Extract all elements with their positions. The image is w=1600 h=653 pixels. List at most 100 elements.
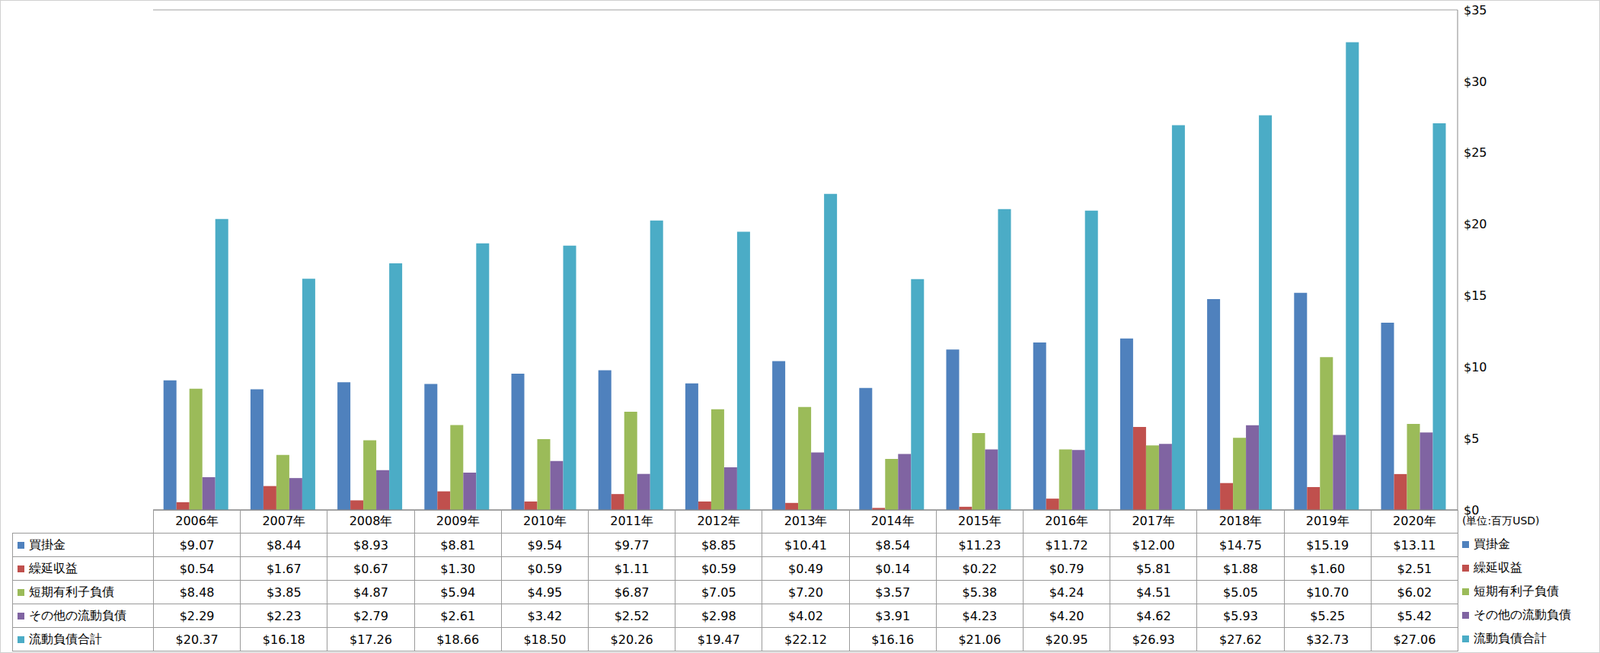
html-text:$12.00: $12.00 — [1132, 538, 1175, 553]
html-text:$10.70: $10.70 — [1306, 585, 1349, 600]
html-text:$2.61: $2.61 — [440, 608, 476, 624]
html-text:繰延収益: 繰延収益 — [1473, 560, 1523, 575]
html-text:$4.51: $4.51 — [1136, 585, 1172, 600]
html-text:買掛金: 買掛金 — [28, 537, 66, 552]
html-text:$2.23: $2.23 — [266, 608, 302, 624]
html-text:$8.81: $8.81 — [440, 538, 476, 553]
html-text:$19.47: $19.47 — [697, 632, 741, 647]
html-text:その他の流動負債: その他の流動負債 — [28, 608, 127, 623]
html-text:$8.54: $8.54 — [875, 538, 911, 553]
svg-text:$20: $20 — [1463, 217, 1488, 232]
html-text:$8.85: $8.85 — [701, 538, 737, 553]
html-text:$8.93: $8.93 — [353, 538, 389, 553]
html-text:2007年: 2007年 — [262, 514, 306, 529]
html-text:$0.59: $0.59 — [701, 561, 737, 577]
html-text:2019年: 2019年 — [1305, 514, 1350, 529]
html-text:$8.44: $8.44 — [266, 538, 302, 553]
html-text:$16.18: $16.18 — [262, 632, 306, 647]
html-text:繰延収益: 繰延収益 — [28, 560, 78, 576]
html-text:$1.88: $1.88 — [1223, 561, 1258, 577]
html-text:2014年: 2014年 — [871, 514, 915, 529]
html-text:$4.62: $4.62 — [1136, 608, 1172, 624]
html-text:$0.67: $0.67 — [353, 561, 389, 577]
html-text:$9.77: $9.77 — [614, 538, 650, 553]
html-text:$5.81: $5.81 — [1136, 561, 1172, 577]
html-text:$1.30: $1.30 — [440, 561, 476, 577]
svg-text:$10: $10 — [1463, 360, 1488, 375]
svg-text:$0: $0 — [1463, 503, 1480, 518]
html-text:$5.25: $5.25 — [1310, 608, 1345, 624]
html-text:$11.23: $11.23 — [958, 538, 1001, 553]
html-text:2010年: 2010年 — [523, 514, 567, 529]
html-text:$4.87: $4.87 — [353, 585, 389, 600]
html-text:$3.57: $3.57 — [875, 585, 911, 600]
svg-text:$30: $30 — [1463, 74, 1488, 90]
html-text:$4.95: $4.95 — [527, 585, 563, 600]
html-text:$10.41: $10.41 — [784, 538, 828, 553]
html-text:2011年: 2011年 — [610, 514, 654, 529]
html-text:$0.59: $0.59 — [527, 561, 563, 577]
html-text:$1.67: $1.67 — [266, 561, 302, 577]
svg-text:$5: $5 — [1463, 431, 1479, 447]
html-text:$5.93: $5.93 — [1223, 608, 1258, 624]
html-text:$0.79: $0.79 — [1049, 561, 1085, 577]
html-text:$18.50: $18.50 — [523, 632, 567, 647]
html-text:$4.02: $4.02 — [788, 608, 824, 624]
html-text:$7.20: $7.20 — [788, 585, 824, 600]
html-text:$4.24: $4.24 — [1049, 585, 1085, 600]
html-text:$5.38: $5.38 — [962, 585, 998, 600]
html-text:買掛金: 買掛金 — [1473, 536, 1511, 552]
html-text:$4.23: $4.23 — [962, 608, 998, 624]
html-text:$13.11: $13.11 — [1393, 538, 1436, 553]
html-text:その他の流動負債: その他の流動負債 — [1473, 607, 1572, 623]
html-text:$3.91: $3.91 — [875, 608, 911, 624]
html-text:$0.49: $0.49 — [788, 561, 824, 577]
html-text:2015年: 2015年 — [958, 514, 1002, 529]
svg-text:$35: $35 — [1463, 3, 1488, 18]
html-text:2006年: 2006年 — [175, 514, 219, 529]
html-text:短期有利子負債: 短期有利子負債 — [28, 584, 115, 599]
html-text:$2.98: $2.98 — [701, 608, 737, 624]
svg-text:$25: $25 — [1463, 145, 1488, 160]
html-text:$8.48: $8.48 — [179, 585, 215, 600]
html-text:$6.87: $6.87 — [614, 585, 650, 600]
html-text:短期有利子負債: 短期有利子負債 — [1473, 584, 1559, 599]
html-text:$17.26: $17.26 — [349, 632, 393, 647]
html-text:$2.51: $2.51 — [1397, 561, 1432, 577]
html-text:$1.60: $1.60 — [1310, 561, 1345, 577]
html-text:2008年: 2008年 — [349, 514, 393, 529]
html-text:$2.52: $2.52 — [614, 608, 650, 624]
html-text:$20.37: $20.37 — [175, 632, 219, 647]
html-text:2020年: 2020年 — [1392, 514, 1437, 529]
html-text:$22.12: $22.12 — [784, 632, 828, 647]
html-text:$9.07: $9.07 — [179, 538, 215, 553]
html-text:$15.19: $15.19 — [1306, 538, 1349, 553]
html-text:2013年: 2013年 — [784, 514, 828, 529]
html-text:$0.14: $0.14 — [875, 561, 911, 577]
html-text:$9.54: $9.54 — [527, 538, 563, 553]
html-text:$11.72: $11.72 — [1045, 538, 1088, 553]
html-text:$5.42: $5.42 — [1397, 608, 1432, 624]
html-text:流動負債合計: 流動負債合計 — [28, 631, 103, 647]
svg-text:$15: $15 — [1463, 288, 1488, 304]
html-text:$2.29: $2.29 — [179, 608, 215, 624]
html-text:$2.79: $2.79 — [353, 608, 389, 624]
html-text:2017年: 2017年 — [1131, 514, 1176, 529]
html-text:$7.05: $7.05 — [701, 585, 737, 600]
html-text:2016年: 2016年 — [1044, 514, 1089, 529]
html-text:$5.94: $5.94 — [440, 585, 476, 600]
html-text:$3.42: $3.42 — [527, 608, 563, 624]
html-text:2009年: 2009年 — [436, 514, 480, 529]
html-text:$0.54: $0.54 — [179, 561, 215, 577]
html-text:$4.20: $4.20 — [1049, 608, 1085, 624]
html-text:$6.02: $6.02 — [1397, 585, 1432, 600]
html-text:$0.22: $0.22 — [962, 561, 998, 577]
html-text:2012年: 2012年 — [697, 514, 741, 529]
html-text:$3.85: $3.85 — [266, 585, 302, 600]
html-text:2018年: 2018年 — [1218, 514, 1263, 529]
html-text:$1.11: $1.11 — [614, 561, 650, 577]
html-text:$18.66: $18.66 — [436, 632, 480, 647]
html-text:$20.26: $20.26 — [610, 632, 654, 647]
html-text:$14.75: $14.75 — [1219, 538, 1262, 553]
html-text:$5.05: $5.05 — [1223, 585, 1258, 600]
